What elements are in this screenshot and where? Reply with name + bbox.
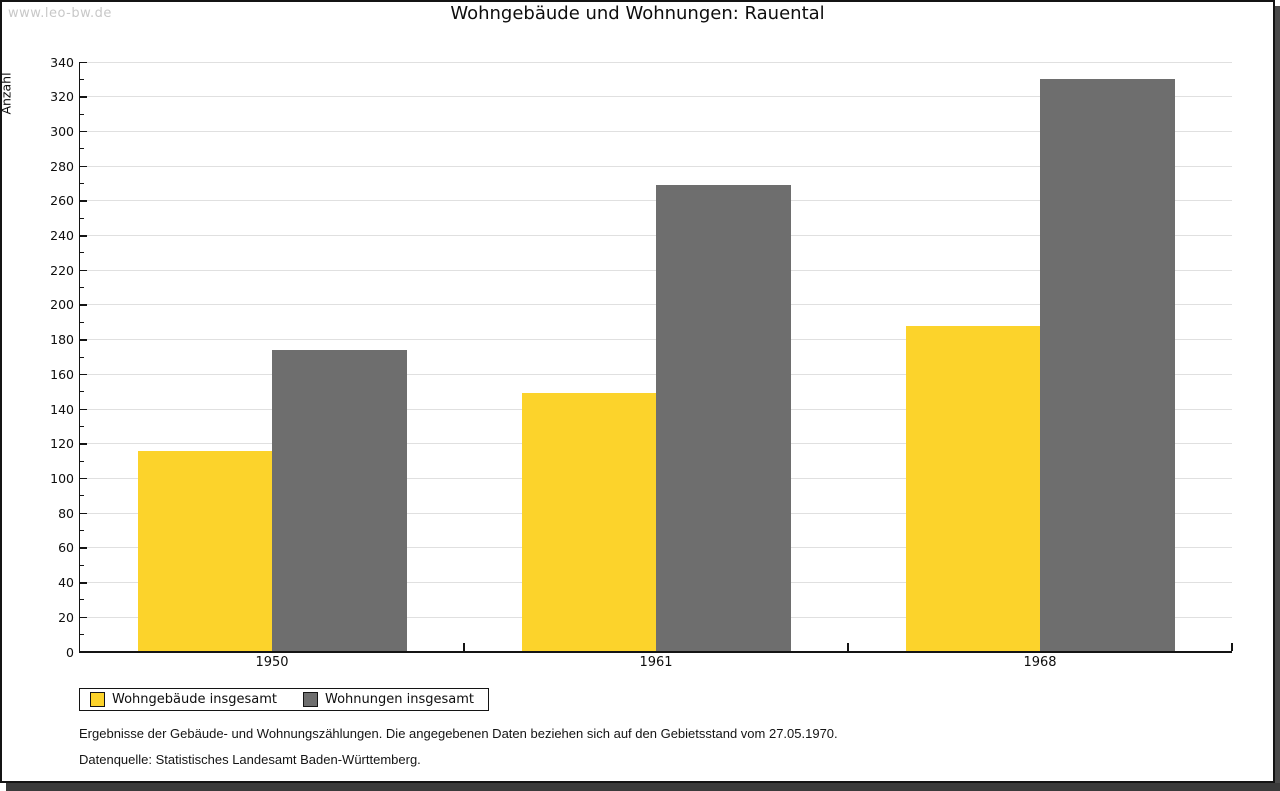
- y-axis-major-tick: [80, 200, 87, 202]
- y-axis-tick-label: 280: [50, 158, 74, 174]
- y-gridline: [80, 61, 1232, 63]
- y-axis-minor-tick: [80, 78, 84, 80]
- y-axis-minor-tick: [80, 148, 84, 150]
- y-axis-major-tick: [80, 408, 87, 411]
- chart-title: Wohngebäude und Wohnungen: Rauental: [450, 3, 825, 24]
- y-axis-minor-tick: [80, 321, 84, 323]
- y-axis-major-tick: [80, 304, 87, 306]
- y-axis-minor-tick: [80, 391, 84, 393]
- footer-note: Ergebnisse der Gebäude- und Wohnungszähl…: [79, 726, 838, 741]
- y-axis-major-tick: [80, 96, 87, 98]
- y-axis-tick-label: 20: [58, 609, 74, 625]
- y-axis-minor-tick: [80, 287, 84, 289]
- y-axis-major-tick: [80, 373, 87, 376]
- y-axis-tick-label: 0: [66, 644, 74, 660]
- watermark: www.leo-bw.de: [8, 6, 112, 21]
- y-axis-major-tick: [80, 165, 87, 168]
- y-axis-minor-tick: [80, 634, 84, 636]
- y-axis-line: [78, 62, 80, 652]
- y-axis-tick-label: 260: [50, 193, 74, 209]
- y-axis-major-tick: [80, 61, 87, 63]
- y-axis-tick-label: 220: [50, 262, 74, 278]
- y-axis-major-tick: [80, 130, 87, 133]
- x-axis-line: [78, 651, 1232, 653]
- frame-shadow-bottom: [6, 783, 1280, 791]
- bar-1961-wohngebaeude: [521, 393, 656, 652]
- y-axis-major-tick: [80, 269, 87, 272]
- y-axis-major-tick: [80, 582, 87, 584]
- y-axis-major-tick: [80, 512, 87, 515]
- y-axis-tick-label: 240: [50, 228, 74, 244]
- y-axis-tick-label: 320: [50, 89, 74, 105]
- legend-label-wohngebaeude: Wohngebäude insgesamt: [112, 692, 277, 707]
- y-axis-minor-tick: [80, 564, 84, 566]
- x-axis-category-label: 1950: [255, 655, 289, 670]
- y-axis-tick-label: 140: [50, 401, 74, 417]
- x-axis-tick: [847, 643, 849, 651]
- y-axis-tick-label: 300: [50, 123, 74, 139]
- y-axis-minor-tick: [80, 495, 84, 497]
- bar-1968-wohnungen: [1040, 79, 1175, 652]
- y-axis-minor-tick: [80, 599, 84, 601]
- y-gridline: [80, 96, 1232, 98]
- y-axis-minor-tick: [80, 356, 84, 358]
- footer-source: Datenquelle: Statistisches Landesamt Bad…: [79, 752, 421, 767]
- y-axis-tick-label: 340: [50, 54, 74, 70]
- y-axis-tick-label: 100: [50, 470, 74, 486]
- y-axis-label: Anzahl: [0, 72, 14, 115]
- y-axis-tick-label: 120: [50, 436, 74, 452]
- x-axis-category-label: 1961: [639, 655, 673, 670]
- y-axis-major-tick: [80, 339, 87, 341]
- y-axis-minor-tick: [80, 460, 84, 462]
- y-axis-tick-label: 180: [50, 332, 74, 348]
- y-axis-tick-label: 200: [50, 297, 74, 313]
- y-gridline: [80, 165, 1232, 167]
- y-axis-major-tick: [80, 616, 87, 619]
- bar-1961-wohnungen: [656, 185, 791, 652]
- y-axis-minor-tick: [80, 252, 84, 254]
- bar-1968-wohngebaeude: [905, 325, 1040, 652]
- x-axis-tick: [1231, 643, 1233, 651]
- y-axis-minor-tick: [80, 113, 84, 115]
- bar-1950-wohngebaeude: [137, 450, 272, 652]
- y-axis-minor-tick: [80, 217, 84, 219]
- x-axis-tick: [463, 643, 465, 651]
- x-axis-category-label: 1968: [1023, 655, 1057, 670]
- y-axis-tick-label: 40: [58, 575, 74, 591]
- legend-label-wohnungen: Wohnungen insgesamt: [325, 692, 474, 707]
- legend-swatch-wohngebaeude: [90, 692, 105, 707]
- y-axis-major-tick: [80, 443, 87, 445]
- y-axis-tick-label: 160: [50, 366, 74, 382]
- frame-shadow-right: [1275, 6, 1280, 791]
- bar-1950-wohnungen: [272, 350, 407, 652]
- y-axis-minor-tick: [80, 182, 84, 184]
- y-gridline: [80, 130, 1232, 132]
- legend: Wohngebäude insgesamt Wohnungen insgesam…: [79, 688, 489, 711]
- y-axis-major-tick: [80, 235, 87, 237]
- y-axis-tick-label: 80: [58, 505, 74, 521]
- y-axis-minor-tick: [80, 530, 84, 532]
- y-axis-minor-tick: [80, 425, 84, 427]
- y-axis-major-tick: [80, 477, 87, 480]
- y-axis-major-tick: [80, 547, 87, 549]
- legend-swatch-wohnungen: [303, 692, 318, 707]
- y-axis-tick-label: 60: [58, 540, 74, 556]
